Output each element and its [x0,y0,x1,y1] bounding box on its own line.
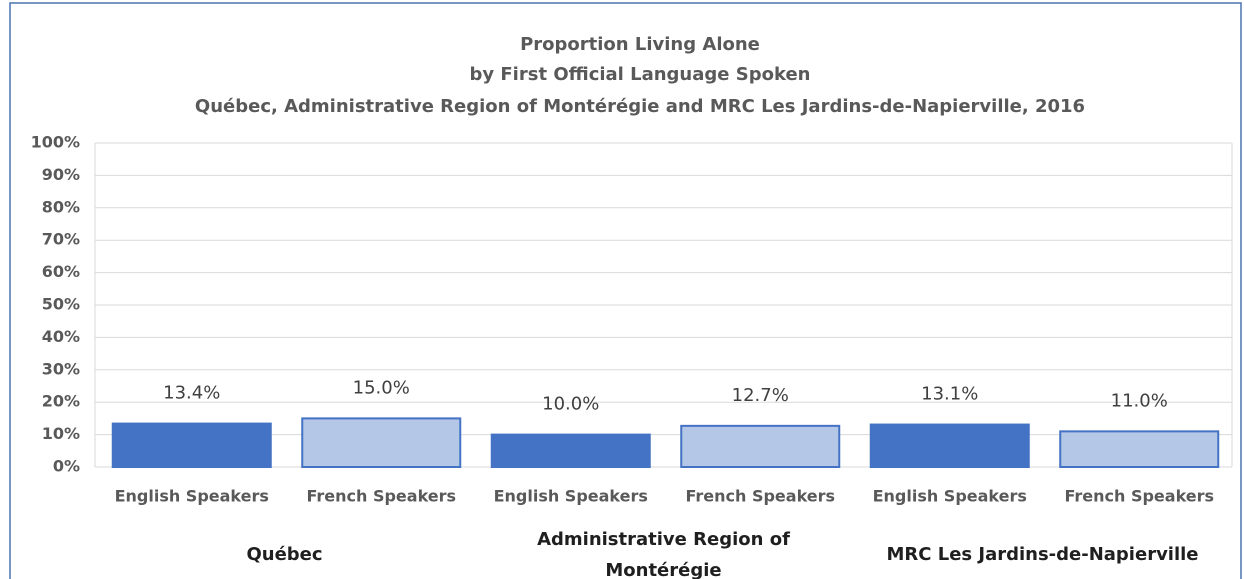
bar [301,417,462,468]
y-tick-label: 50% [42,295,80,314]
y-tick-label: 20% [42,392,80,411]
y-tick-label: 30% [42,359,80,378]
group-label: Québec [246,544,323,565]
y-tick-label: 70% [42,230,80,249]
y-tick-label: 60% [42,262,80,281]
group-label: Administrative Region of Montérégie [537,528,790,579]
value-label: 15.0% [353,377,410,398]
bar [1059,430,1220,468]
y-tick-label: 80% [42,197,80,216]
chart-border [9,2,1242,579]
chart-title: Québec, Administrative Region of Montéré… [195,96,1085,117]
value-label: 13.4% [163,383,220,404]
x-tick-label: French Speakers [685,487,835,506]
value-label: 10.0% [542,394,599,415]
value-label: 13.1% [921,384,978,405]
x-tick-label: English Speakers [115,487,269,506]
x-tick-label: English Speakers [494,487,648,506]
y-tick-label: 90% [42,165,80,184]
y-tick-label: 0% [53,457,80,476]
y-tick-label: 10% [42,424,80,443]
bar [680,424,841,468]
bar [869,423,1030,468]
x-tick-label: English Speakers [873,487,1027,506]
chart-title: by First Official Language Spoken [470,64,811,85]
y-tick-label: 40% [42,327,80,346]
y-tick-label: 100% [31,133,80,152]
value-label: 12.7% [732,385,789,406]
x-tick-label: French Speakers [306,487,456,506]
group-label: MRC Les Jardins-de-Napierville [886,544,1199,565]
chart-title: Proportion Living Alone [520,34,760,55]
value-label: 11.0% [1111,390,1168,411]
x-tick-label: French Speakers [1064,487,1214,506]
bar [111,422,272,469]
bar [490,433,651,469]
